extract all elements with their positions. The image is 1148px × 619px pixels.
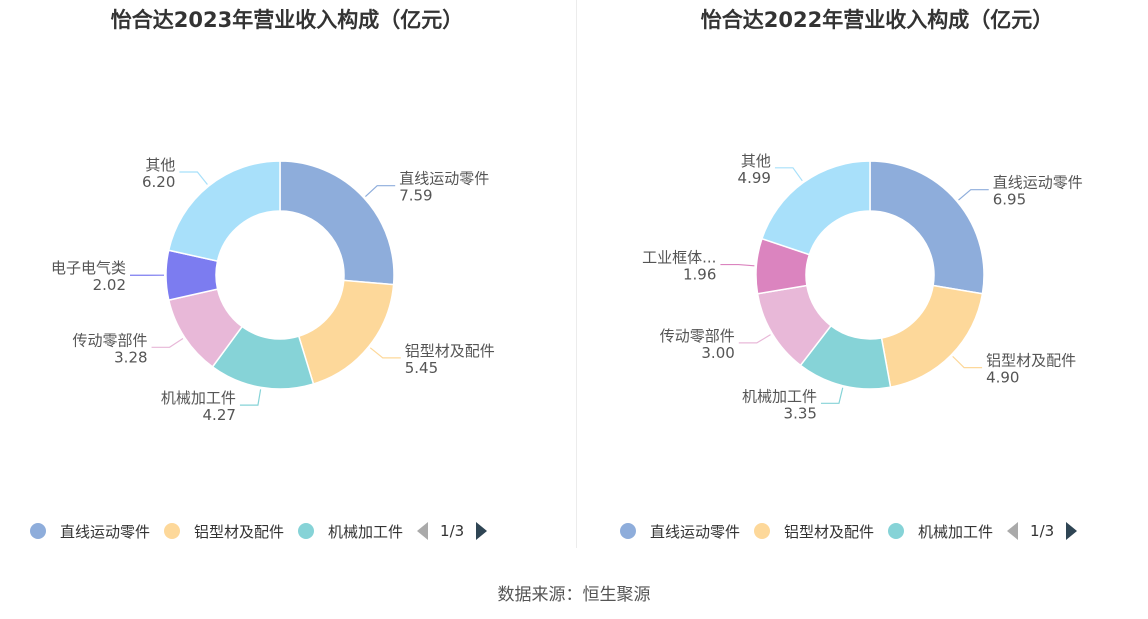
slice-value-label: 3.00 [701, 344, 734, 362]
panel-divider [576, 0, 577, 548]
legend-label: 铝型材及配件 [784, 522, 875, 541]
leader-line [239, 389, 262, 406]
prev-page-icon[interactable] [417, 522, 429, 540]
slice-name-label: 电子电气类 [51, 259, 126, 277]
leader-line [820, 387, 844, 404]
legend-page-label: 1/3 [1030, 522, 1055, 540]
legend-item[interactable]: 机械加工件 [888, 521, 993, 542]
slice-value-label: 4.27 [203, 406, 236, 424]
donut-slice[interactable] [279, 160, 395, 286]
donut-slice[interactable] [297, 279, 395, 385]
legend-dot [164, 523, 181, 539]
slice-name-label: 铝型材及配件 [405, 342, 495, 360]
chart-title-2022: 怡合达2022年营业收入构成（亿元） [700, 8, 1054, 32]
slice-name-label: 直线运动零件 [993, 174, 1083, 192]
legend-pager: 1/3 [1007, 522, 1078, 540]
legend-pager: 1/3 [417, 522, 488, 540]
legend-label: 机械加工件 [918, 522, 994, 541]
slice-value-label: 4.99 [738, 169, 771, 187]
slice-value-label: 4.90 [986, 369, 1019, 387]
leader-line [365, 185, 396, 197]
legend-dot [754, 523, 771, 539]
legend-label: 直线运动零件 [650, 522, 741, 541]
legend-label: 机械加工件 [328, 522, 404, 541]
legend-label: 直线运动零件 [60, 522, 151, 541]
slice-name-label: 工业框体... [642, 249, 716, 267]
legend-dot [620, 523, 636, 539]
leader-line [738, 334, 771, 344]
slice-name-label: 机械加工件 [742, 387, 817, 405]
legend-dot [888, 523, 905, 539]
legend-2023: 直线运动零件 铝型材及配件 机械加工件 1/3 [30, 516, 488, 546]
legend-item[interactable]: 机械加工件 [298, 521, 403, 542]
data-source: 数据来源：恒生聚源 [497, 585, 651, 605]
leader-line [720, 263, 755, 267]
slice-name-label: 直线运动零件 [399, 170, 489, 188]
slice-value-label: 7.59 [399, 187, 432, 205]
legend-page-label: 1/3 [440, 522, 465, 540]
donut-slice[interactable] [880, 284, 984, 389]
slice-value-label: 6.20 [142, 173, 175, 191]
leader-line [179, 171, 208, 185]
legend-dot [30, 523, 46, 539]
slice-value-label: 3.28 [114, 348, 147, 366]
slice-name-label: 其他 [741, 152, 771, 170]
leader-line [369, 347, 401, 359]
slice-value-label: 3.35 [784, 404, 817, 422]
slice-value-label: 1.96 [683, 266, 716, 284]
slice-value-label: 6.95 [993, 191, 1026, 209]
next-page-icon[interactable] [1066, 522, 1078, 540]
donut-slice[interactable] [869, 160, 985, 295]
chart-title-2023: 怡合达2023年营业收入构成（亿元） [110, 8, 464, 32]
leader-line [952, 355, 983, 369]
legend-item[interactable]: 直线运动零件 [620, 521, 740, 542]
leader-line [958, 189, 989, 201]
slice-name-label: 铝型材及配件 [986, 352, 1076, 370]
next-page-icon[interactable] [476, 522, 488, 540]
slice-value-label: 2.02 [93, 276, 126, 294]
legend-dot [298, 523, 315, 539]
legend-label: 铝型材及配件 [194, 522, 285, 541]
legend-2022: 直线运动零件 铝型材及配件 机械加工件 1/3 [620, 516, 1078, 546]
donut-slice[interactable] [760, 160, 871, 256]
chart-panel-2023: 怡合达2023年营业收入构成（亿元） 直线运动零件 7.59 铝型材及配件 5.45 机… [0, 0, 574, 552]
legend-item[interactable]: 铝型材及配件 [164, 521, 284, 542]
legend-item[interactable]: 直线运动零件 [30, 521, 150, 542]
slice-name-label: 传动零部件 [660, 327, 735, 345]
prev-page-icon[interactable] [1007, 522, 1019, 540]
slice-name-label: 传动零部件 [73, 331, 148, 349]
slice-name-label: 其他 [145, 156, 175, 174]
donut-slice[interactable] [167, 160, 281, 263]
leader-line [151, 338, 184, 348]
leader-line [774, 167, 803, 182]
chart-panel-2022: 怡合达2022年营业收入构成（亿元） 直线运动零件 6.95 铝型材及配件 4.90 机… [590, 0, 1148, 552]
slice-name-label: 机械加工件 [161, 389, 236, 407]
slice-value-label: 5.45 [405, 359, 438, 377]
legend-item[interactable]: 铝型材及配件 [754, 521, 874, 542]
